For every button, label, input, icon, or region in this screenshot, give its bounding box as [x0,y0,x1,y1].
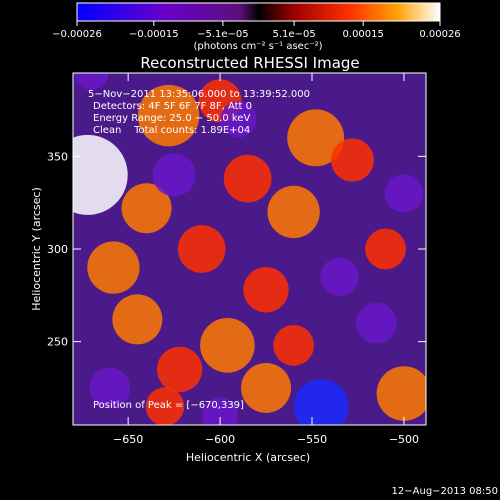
heatmap-source [287,109,345,167]
heatmap-source [87,241,140,294]
heatmap-source [177,225,226,273]
heatmap-source [376,366,426,421]
annotation-detectors: Detectors: 4F 5F 6F 7F 8F, Att 0 [93,101,252,112]
annotation-time-range: 5−Nov−2011 13:35:06.000 to 13:39:52.000 [88,89,310,100]
peak-position-label: Position of Peak = [−670,339] [93,400,244,411]
heatmap-sources [73,73,426,425]
heatmap-source [73,134,128,215]
heatmap-source [220,101,257,138]
heatmap-area [73,73,426,425]
colorbar-unit-label: (photons cm⁻² s⁻¹ asec⁻²) [193,41,322,52]
annotation-energy-range: Energy Range: 25.0 − 50.0 keV [93,113,250,124]
heatmap-source [330,138,374,182]
colorbar-tick-label: −0.00026 [52,29,102,40]
heatmap-source [121,183,172,234]
x-axis-label: Heliocentric X (arcsec) [186,451,310,464]
x-tick-label: −550 [297,433,327,446]
heatmap-source [156,346,203,393]
x-tick-label: −500 [389,433,419,446]
heatmap-source [243,267,289,313]
colorbar: −0.00026 −0.00015 −5.1e−05 5.1e−05 0.00015 0.… [52,2,461,52]
x-tick-label: −650 [113,433,143,446]
chart-title: Reconstructed RHESSI Image [140,54,359,72]
heatmap-source [202,397,239,425]
heatmap-source [293,379,349,425]
colorbar-tick-label: 5.1e−05 [273,29,316,40]
y-tick-label: 300 [47,243,68,256]
annotation-clean-counts: Clean Total counts: 1.89E+04 [93,125,250,136]
colorbar-tick-label: −0.00015 [129,29,179,40]
heatmap-source [137,84,200,147]
heatmap-source [89,367,131,409]
heatmap-source [223,154,272,203]
footer-timestamp: 12−Aug−2013 08:50 [392,486,498,497]
y-tick-label: 350 [47,150,68,163]
y-tick-label: 250 [47,336,68,349]
heatmap-source [355,302,397,344]
y-axis-label: Heliocentric Y (arcsec) [30,187,43,311]
heatmap-source [365,228,406,270]
heatmap-source [145,387,185,425]
axis-ticks: −650 −600 −550 −500 250 300 350 [47,73,426,446]
heatmap-source [152,153,196,197]
colorbar-tick-label: 0.00015 [343,29,384,40]
heatmap-source [74,73,109,90]
heatmap-source [112,294,163,345]
heatmap-source [320,257,359,297]
heatmap-source [273,324,315,366]
colorbar-tick-label: −5.1e−05 [197,29,249,40]
heatmap-source [384,174,424,213]
annotation-block: 5−Nov−2011 13:35:06.000 to 13:39:52.000 … [88,89,310,136]
heatmap-source [241,362,292,413]
colorbar-gradient [76,2,441,22]
heatmap-source [200,318,255,373]
colorbar-tick-label: 0.00026 [419,29,460,40]
heatmap-source [267,185,320,239]
x-tick-label: −600 [205,433,235,446]
